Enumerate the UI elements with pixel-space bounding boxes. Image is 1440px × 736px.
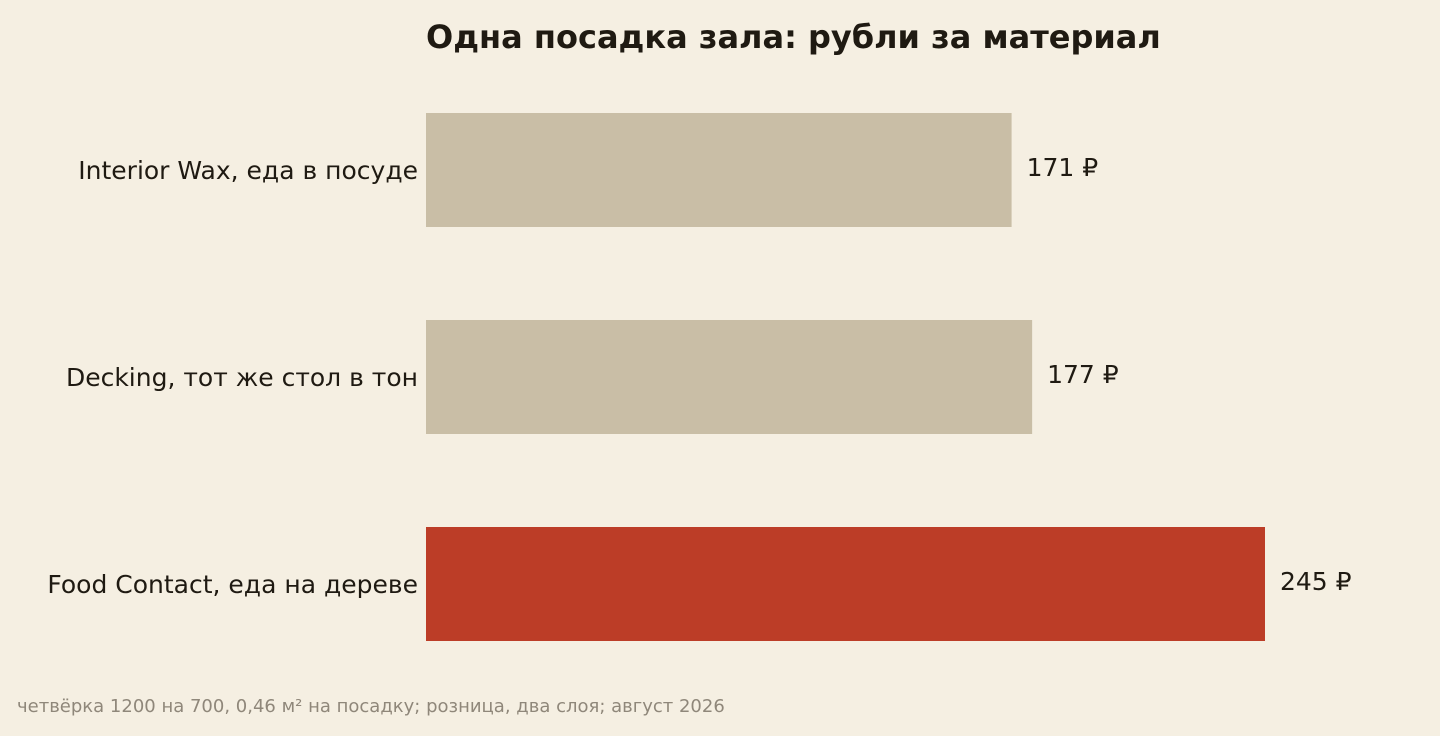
- category-label: Interior Wax, еда в посуде: [78, 156, 418, 185]
- bar: [426, 320, 1033, 434]
- bar: [426, 113, 1012, 227]
- category-label: Food Contact, еда на дереве: [47, 570, 418, 599]
- chart-title: Одна посадка зала: рубли за материал: [426, 18, 1161, 56]
- bar: [426, 527, 1265, 641]
- value-label: 245 ₽: [1280, 567, 1352, 596]
- chart-footnote: четвёрка 1200 на 700, 0,46 м² на посадку…: [17, 696, 725, 717]
- value-label: 177 ₽: [1047, 360, 1119, 389]
- value-label: 171 ₽: [1027, 153, 1099, 182]
- category-label: Decking, тот же стол в тон: [66, 363, 418, 392]
